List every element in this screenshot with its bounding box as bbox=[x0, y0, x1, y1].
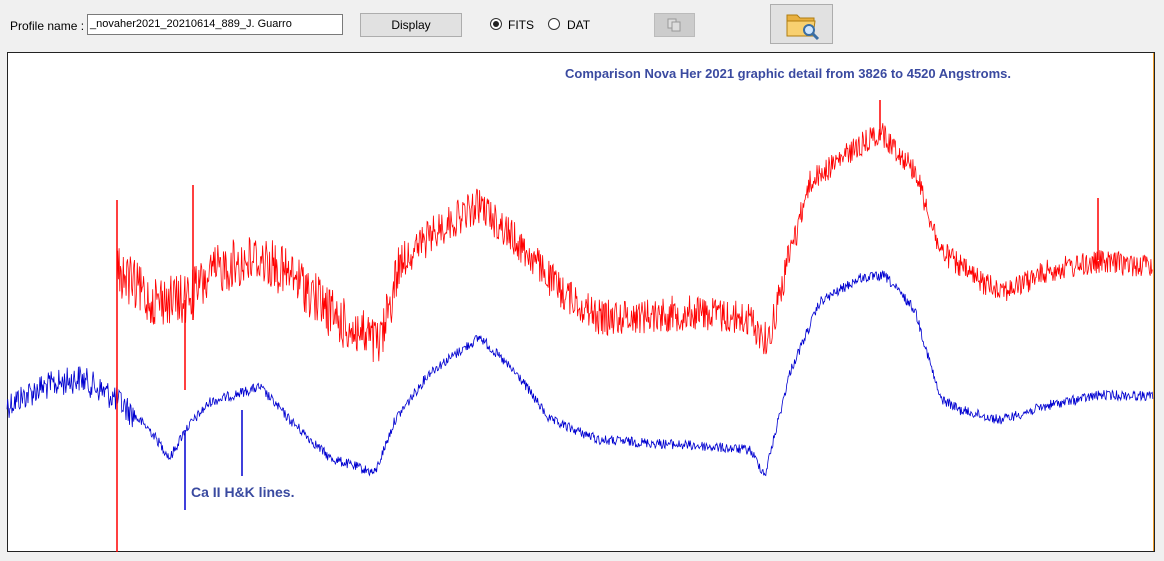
radio-dot bbox=[493, 21, 499, 27]
dat-radio[interactable] bbox=[548, 18, 560, 30]
plot-frame bbox=[7, 52, 1155, 552]
red-spectrum bbox=[116, 123, 1153, 363]
display-button[interactable]: Display bbox=[360, 13, 462, 37]
open-folder-button[interactable] bbox=[770, 4, 833, 44]
blue-spectrum bbox=[6, 269, 1154, 477]
profile-label: Profile name : bbox=[10, 19, 85, 33]
folder-icon bbox=[786, 14, 820, 41]
plot-title: Comparison Nova Her 2021 graphic detail … bbox=[565, 66, 1011, 81]
fits-label: FITS bbox=[508, 18, 534, 32]
copy-icon bbox=[667, 18, 681, 32]
dat-label: DAT bbox=[567, 18, 591, 32]
fits-radio[interactable] bbox=[490, 18, 502, 30]
copy-button[interactable] bbox=[654, 13, 695, 37]
profile-input[interactable]: _novaher2021_20210614_889_J. Guarro bbox=[87, 14, 343, 35]
line-annotation: Ca II H&K lines. bbox=[191, 484, 294, 500]
